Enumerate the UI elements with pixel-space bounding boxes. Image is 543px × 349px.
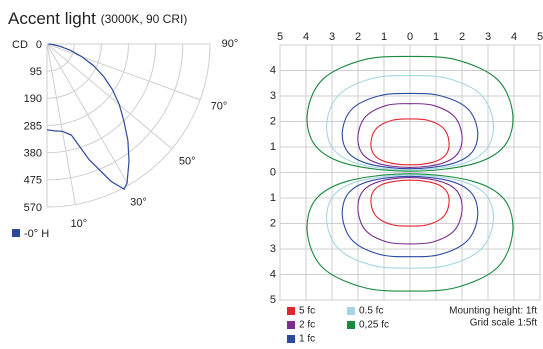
grid-line — [46, 43, 76, 205]
angle-tick-label: 10° — [70, 218, 87, 230]
legend-swatch — [287, 307, 295, 315]
r-tick-label: 285 — [24, 120, 42, 132]
legend-swatch — [12, 229, 20, 237]
legend-swatch — [347, 307, 355, 315]
chart-title: Accent light (3000K, 90 CRI) — [8, 9, 187, 28]
isoline — [341, 92, 479, 170]
x-tick-label: 1 — [381, 31, 387, 43]
isoline — [341, 175, 479, 258]
isoline — [306, 173, 514, 292]
grid-arc — [46, 43, 102, 99]
note: Mounting height: 1ft — [449, 306, 537, 317]
legend-swatch — [347, 321, 355, 329]
x-tick-label: 0 — [407, 31, 413, 43]
y-tick-label: 0 — [270, 166, 276, 178]
legend-label: 5 fc — [299, 306, 315, 317]
angle-tick-label: 90° — [222, 38, 239, 50]
legend-label: 1 fc — [299, 334, 315, 345]
r-tick-label: 570 — [24, 202, 42, 214]
y-tick-label: 3 — [270, 90, 276, 102]
x-tick-label: 4 — [511, 31, 517, 43]
legend-swatch — [287, 321, 295, 329]
legend-label: -0° H — [24, 228, 49, 240]
x-tick-label: 2 — [355, 31, 361, 43]
legend-label: 0,25 fc — [359, 320, 389, 331]
y-tick-label: 4 — [270, 64, 276, 76]
legend-swatch — [287, 335, 295, 343]
r-tick-label: 0 — [36, 39, 42, 51]
x-tick-label: 3 — [329, 31, 335, 43]
isoline — [370, 179, 450, 227]
isoline — [370, 118, 450, 166]
grid-line — [46, 43, 173, 150]
isoline — [357, 103, 463, 168]
y-tick-label: 2 — [270, 217, 276, 229]
x-tick-label: 5 — [277, 31, 283, 43]
radial-axis-label: CD — [12, 39, 28, 51]
candela-curve — [46, 43, 130, 191]
x-tick-label: 3 — [485, 31, 491, 43]
grid-line — [46, 43, 129, 186]
grid-arc — [46, 43, 184, 181]
y-tick-label: 4 — [270, 268, 276, 280]
isoline — [357, 177, 463, 245]
angle-tick-label: 50° — [179, 156, 196, 168]
isoline — [326, 174, 494, 269]
y-tick-label: 5 — [270, 294, 276, 306]
angle-tick-label: 30° — [130, 196, 147, 208]
r-tick-label: 190 — [24, 93, 42, 105]
grid-arc — [46, 43, 129, 126]
angle-tick-label: 70° — [211, 100, 228, 112]
x-tick-label: 1 — [433, 31, 439, 43]
note: Grid scale 1:5ft — [470, 318, 537, 329]
legend-label: 0.5 fc — [359, 306, 383, 317]
r-tick-label: 95 — [30, 66, 42, 78]
r-tick-label: 475 — [24, 175, 42, 187]
grid-line — [46, 43, 201, 101]
x-tick-label: 2 — [459, 31, 465, 43]
isoline — [306, 55, 514, 172]
subtitle: (3000K, 90 CRI) — [101, 12, 188, 26]
y-tick-label: 1 — [270, 141, 276, 153]
r-tick-label: 380 — [24, 148, 42, 160]
grid-arc — [46, 43, 211, 208]
x-tick-label: 4 — [303, 31, 309, 43]
title: Accent light — [8, 9, 96, 28]
isoline — [326, 75, 494, 171]
y-tick-label: 1 — [270, 192, 276, 204]
y-tick-label: 3 — [270, 243, 276, 255]
x-tick-label: 5 — [537, 31, 543, 43]
y-tick-label: 2 — [270, 115, 276, 127]
legend-label: 2 fc — [299, 320, 315, 331]
